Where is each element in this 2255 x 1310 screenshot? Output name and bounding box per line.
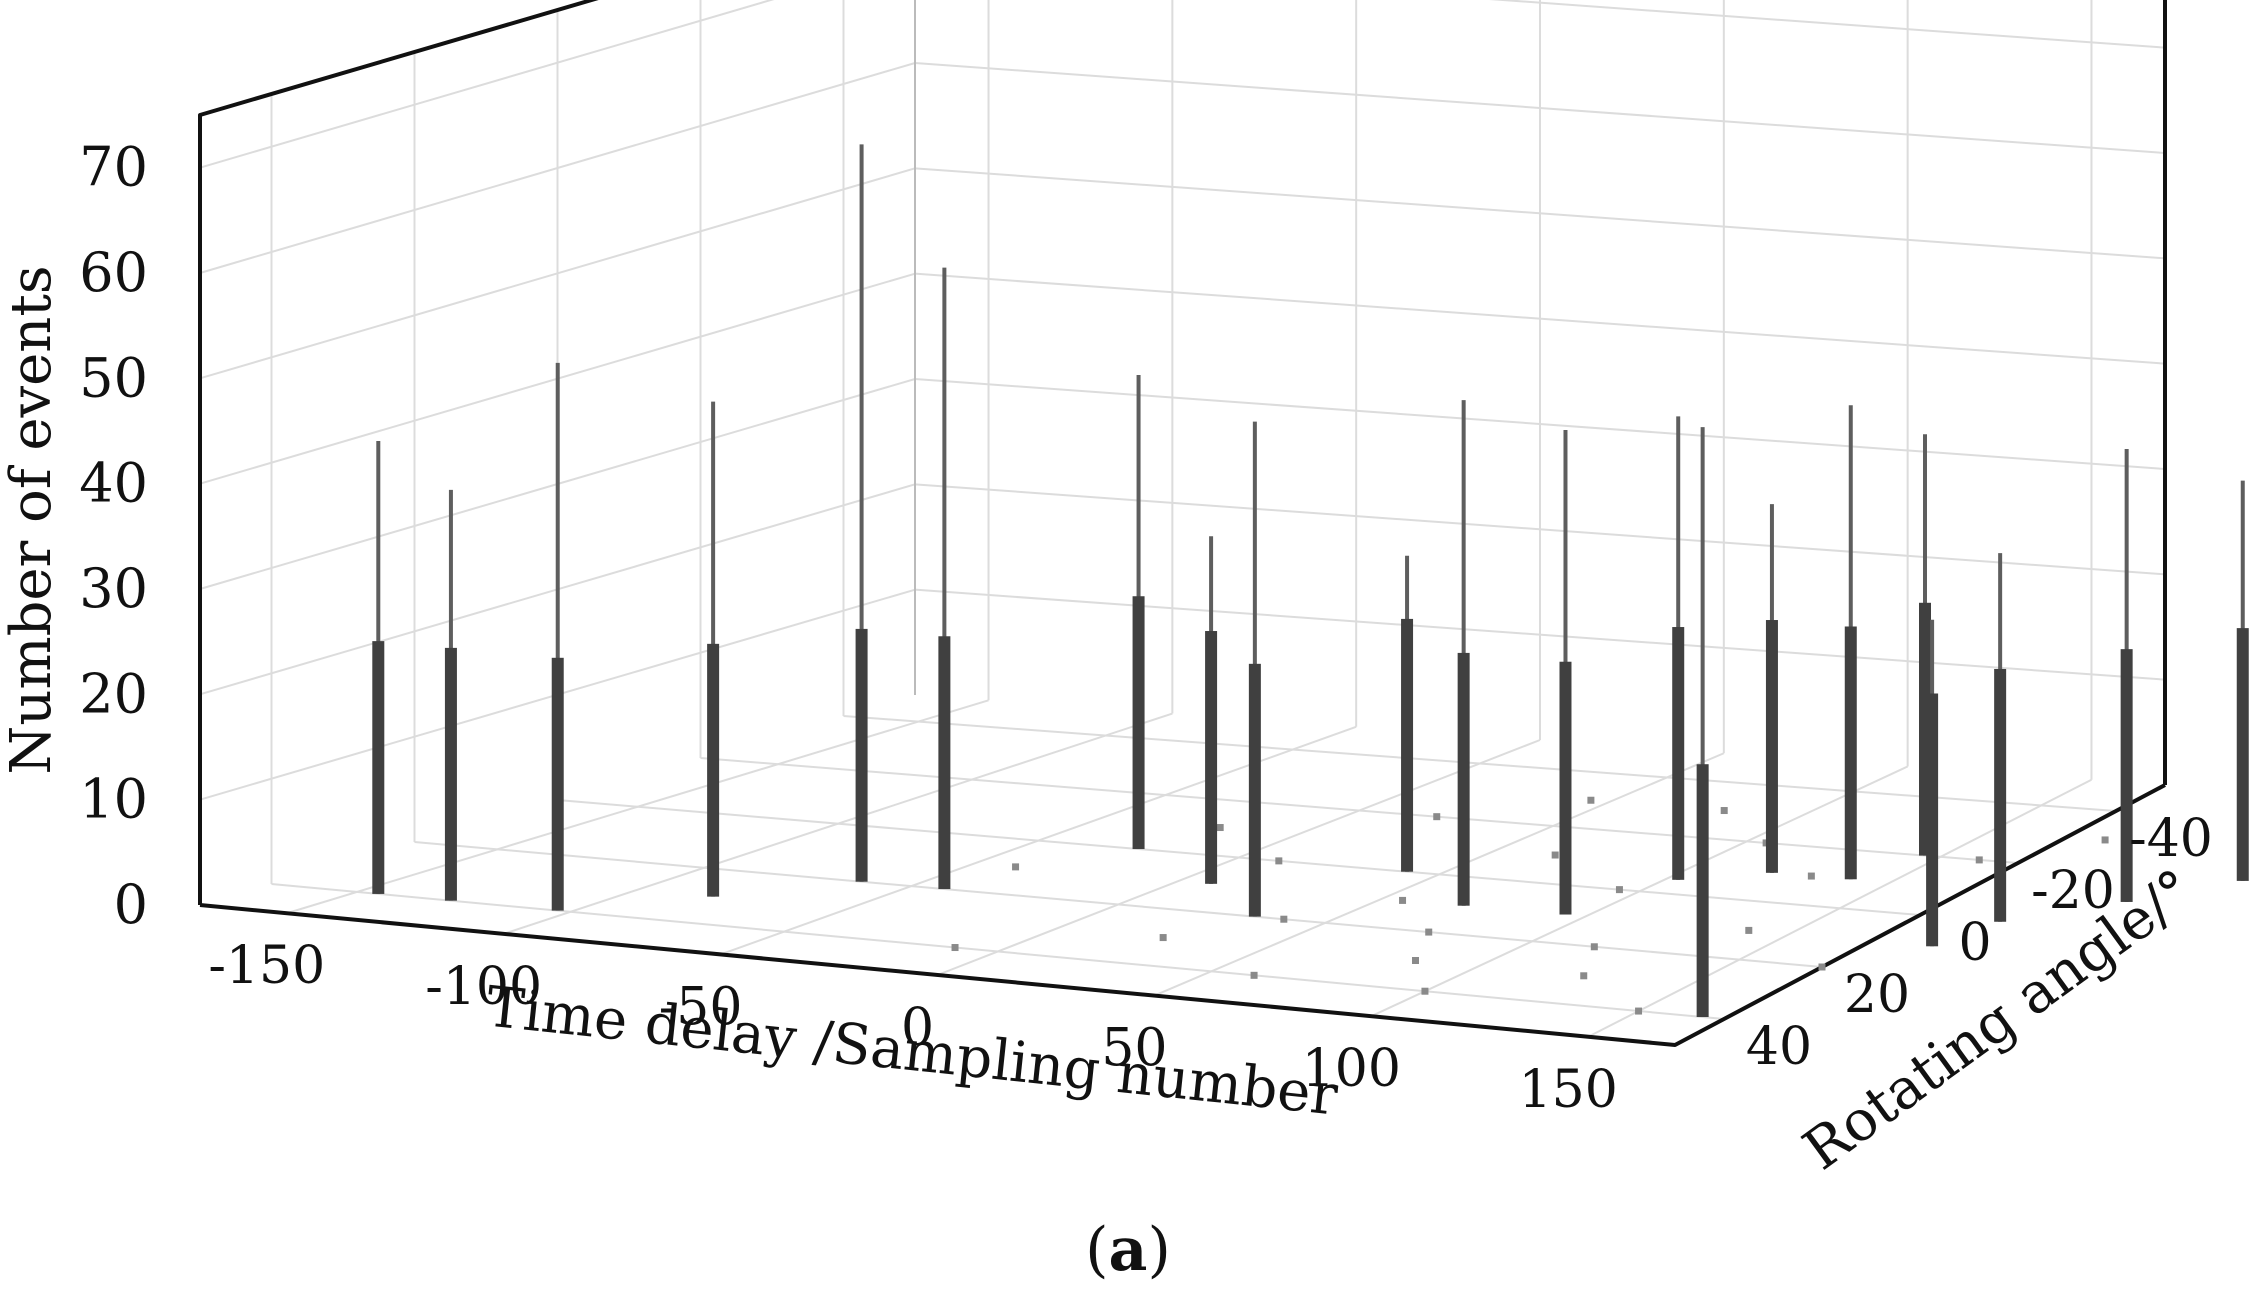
- grid-layer: [199, 0, 2166, 1038]
- stem-base: [1926, 693, 1939, 947]
- panel-label-letter: a: [1109, 1215, 1148, 1285]
- scatter-point: [1590, 943, 1598, 951]
- scatter-point: [1421, 987, 1429, 995]
- scatter-point: [1818, 963, 1826, 971]
- stem-base: [372, 641, 385, 894]
- scatter-point: [2101, 836, 2109, 844]
- grid-line-floor-width: [414, 841, 1823, 968]
- stem-base: [1994, 668, 2007, 922]
- grid-line-floor-width: [843, 715, 2117, 812]
- stem-base: [855, 628, 868, 882]
- scatter-point: [1425, 928, 1433, 936]
- stem-base: [707, 643, 720, 897]
- frame-top-edges: [198, 0, 2167, 905]
- grid-line-floor-width: [271, 883, 1725, 1020]
- stem-base: [1401, 618, 1414, 872]
- scatter-point: [1012, 863, 1020, 871]
- scatter-point: [1433, 813, 1441, 821]
- x-tick-label: 150: [1519, 1060, 1618, 1120]
- scatter-points: [951, 796, 2109, 1015]
- stem-base: [444, 647, 457, 901]
- z-tick-label: 60: [79, 241, 148, 304]
- z-tick-label: 10: [79, 768, 148, 831]
- y-tick-label: 20: [1844, 965, 1910, 1025]
- x-tick-label: 0: [901, 998, 934, 1058]
- scatter-point: [951, 944, 959, 952]
- scatter-point: [1635, 1007, 1643, 1015]
- stem-base: [1457, 652, 1470, 906]
- scatter-point: [1216, 824, 1224, 832]
- z-tick-label: 50: [79, 346, 148, 409]
- z-tick-label: 0: [114, 873, 148, 936]
- stem-base: [1844, 626, 1857, 880]
- scatter-point: [1159, 934, 1167, 942]
- x-tick-label: 100: [1302, 1039, 1401, 1099]
- z-tick-label: 70: [79, 136, 148, 199]
- stem-base: [551, 657, 564, 911]
- grid-line-floor-width: [557, 799, 1921, 916]
- scatter-point: [1250, 971, 1258, 979]
- z-axis-label: Number of events: [0, 265, 64, 774]
- stem-base: [938, 636, 951, 890]
- z-tick-label: 30: [79, 557, 148, 620]
- panel-label-open: (: [1085, 1215, 1108, 1285]
- stem-base: [1205, 631, 1218, 884]
- stem-base: [1765, 620, 1778, 873]
- x-tick-label: -100: [425, 957, 542, 1017]
- scatter-point: [1412, 957, 1419, 964]
- z-tick-label: 40: [79, 452, 148, 515]
- stem-base: [2120, 649, 2133, 902]
- scatter-point: [1551, 851, 1559, 859]
- grid-line-floor-width: [700, 757, 2019, 864]
- y-tick-label: 0: [1958, 913, 1991, 973]
- scatter-point: [1580, 972, 1588, 980]
- x-tick-label: 50: [1101, 1019, 1167, 1079]
- stem-base: [1248, 663, 1261, 917]
- scatter-point: [1275, 857, 1283, 865]
- scatter-point: [1587, 796, 1595, 804]
- stem-base: [2236, 628, 2249, 881]
- stem-base: [1559, 661, 1572, 915]
- scatter-point: [1745, 926, 1753, 934]
- scatter-point: [1720, 807, 1728, 815]
- scatter-point: [1975, 856, 1983, 864]
- panel-label: (a): [1085, 1215, 1171, 1285]
- y-tick-label: -40: [2129, 809, 2213, 869]
- stem-base: [1696, 764, 1709, 1018]
- x-tick-label: -50: [659, 977, 743, 1037]
- stem-base: [1672, 627, 1685, 880]
- y-tick-label: -20: [2031, 861, 2115, 921]
- tick-labels: 0 10 20 30 40 50 60 70 -150 -100 -50 0 50 100 150 -40-2…: [79, 136, 2213, 1120]
- scatter-point: [1399, 896, 1407, 904]
- panel-label-close: ): [1147, 1215, 1170, 1285]
- scatter-point: [1807, 872, 1815, 880]
- x-tick-label: -150: [208, 936, 325, 996]
- stems: [372, 144, 2249, 1018]
- stem-base: [1132, 596, 1145, 850]
- axes-frame: [198, 0, 2167, 1047]
- scatter-point: [1280, 915, 1288, 923]
- scatter-point: [1615, 886, 1623, 894]
- y-tick-label: 40: [1746, 1017, 1812, 1077]
- z-tick-label: 20: [79, 662, 148, 725]
